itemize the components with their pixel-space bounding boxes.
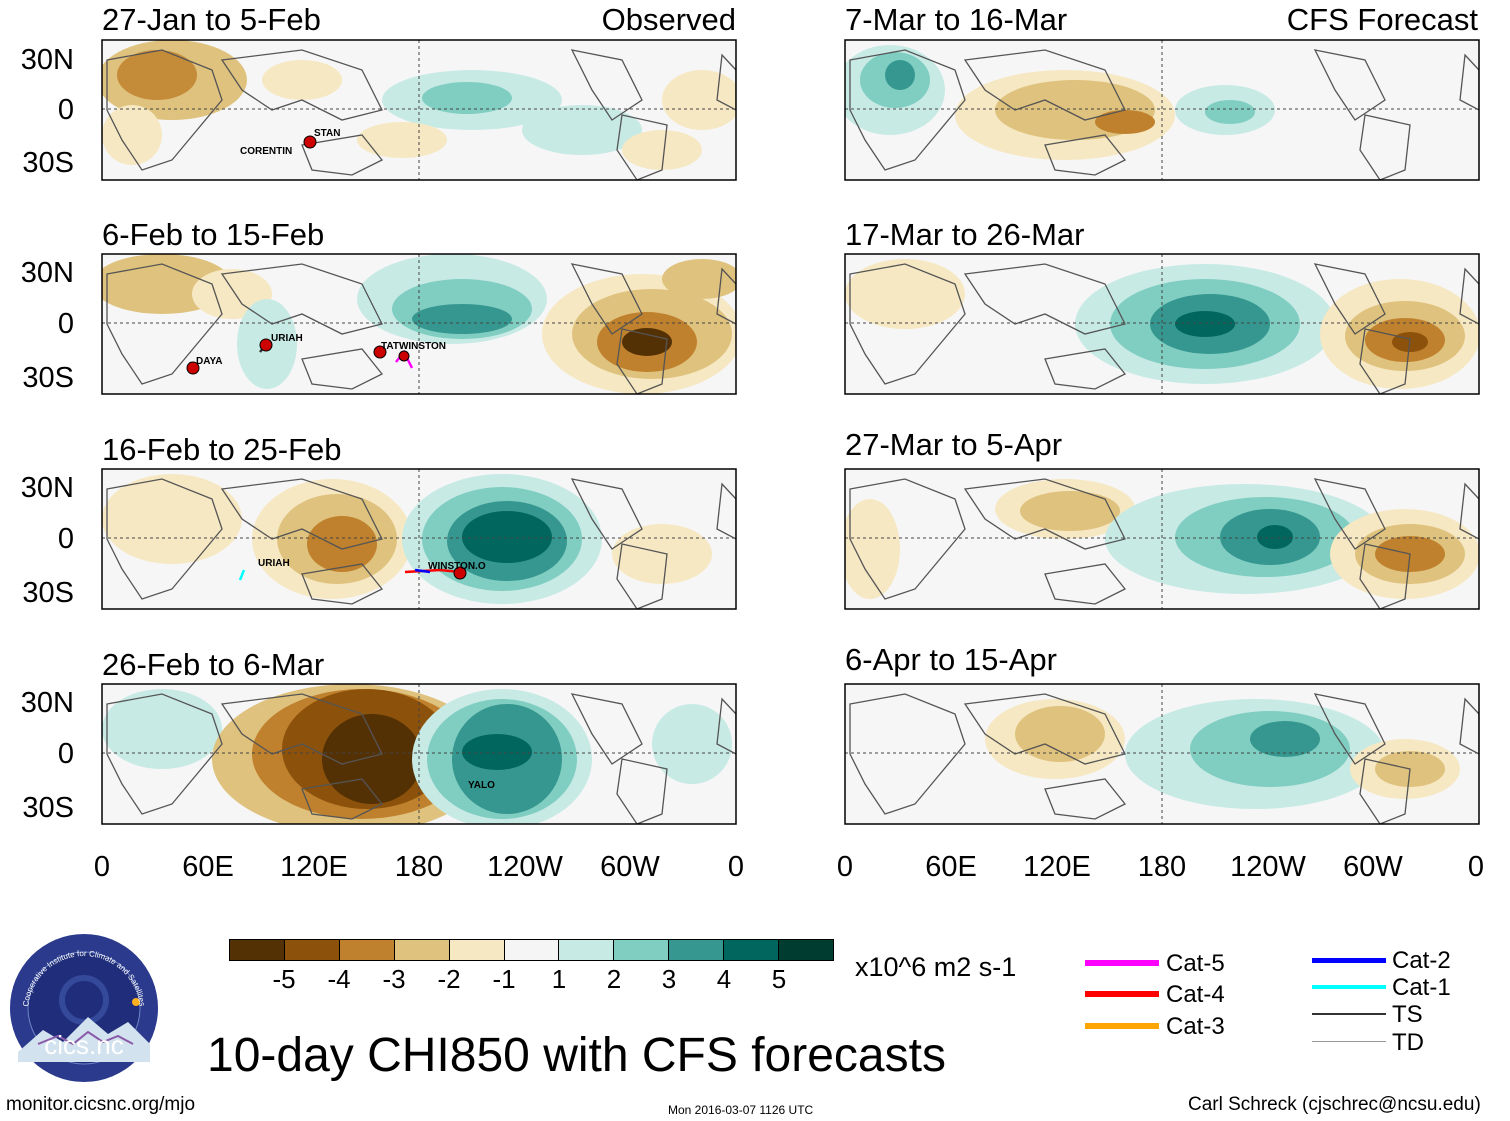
storm-label-uriah-late: URIAH — [258, 558, 290, 569]
storm-label-daya: DAYA — [196, 356, 223, 367]
legend-line-cat3 — [1085, 1023, 1159, 1029]
figure-title: 10-day CHI850 with CFS forecasts — [207, 1029, 946, 1082]
colorbar-swatch — [779, 940, 833, 960]
legend-label-ts: TS — [1392, 1001, 1423, 1028]
x-label-left-60w: 60W — [600, 851, 660, 883]
panel-title-observed-1: 27-Jan to 5-Feb — [102, 2, 321, 37]
colorbar-swatch — [230, 940, 285, 960]
legend-line-td — [1312, 1041, 1386, 1042]
legend-label-cat4: Cat-4 — [1166, 981, 1225, 1008]
footer-timestamp: Mon 2016-03-07 1126 UTC — [668, 1103, 814, 1117]
x-label-right-120w: 120W — [1230, 851, 1306, 883]
panel-title-observed-4: 26-Feb to 6-Mar — [102, 647, 325, 682]
colorbar-label: -4 — [327, 964, 351, 994]
storm-label-uriah-feb: URIAH — [271, 333, 303, 344]
x-label-left-60e: 60E — [182, 851, 234, 883]
map-panel-observed-4 — [102, 684, 736, 824]
colorbar-swatch — [669, 940, 725, 960]
y-label-0-row4: 0 — [57, 738, 74, 770]
map-panel-forecast-2 — [845, 254, 1479, 394]
y-label-0-row3: 0 — [57, 523, 74, 555]
panel-title-forecast-3: 27-Mar to 5-Apr — [845, 427, 1063, 462]
legend-label-td: TD — [1392, 1029, 1424, 1056]
x-label-right-60w: 60W — [1343, 851, 1403, 883]
colorbar-label: 2 — [606, 964, 622, 994]
legend-label-cat2: Cat-2 — [1392, 947, 1451, 974]
colorbar-swatch — [284, 940, 340, 960]
colorbar-swatch — [559, 940, 615, 960]
logo-name: cics.nc — [44, 1030, 123, 1060]
colorbar-label: 3 — [661, 964, 677, 994]
legend-label-cat5: Cat-5 — [1166, 950, 1225, 977]
storm-label-stan: STAN — [314, 128, 341, 139]
colorbar-label: 4 — [716, 964, 732, 994]
footer-author: Carl Schreck (cjschrec@ncsu.edu) — [1188, 1094, 1481, 1115]
panel-title-forecast-1: 7-Mar to 16-Mar — [845, 2, 1068, 37]
cics-logo: Cooperative Institute for Climate and Sa… — [10, 934, 158, 1082]
x-label-left-120w: 120W — [487, 851, 563, 883]
colorbar-swatch — [614, 940, 670, 960]
y-label-30n-row2: 30N — [20, 257, 74, 289]
colorbar-label: 1 — [551, 964, 567, 994]
map-panel-observed-3 — [102, 469, 736, 609]
y-label-0-row2: 0 — [57, 308, 74, 340]
legend-line-cat2 — [1312, 958, 1386, 963]
y-label-30s-row2: 30S — [22, 362, 74, 394]
y-label-30s-row4: 30S — [22, 792, 74, 824]
legend-line-cat1 — [1312, 985, 1386, 989]
observed-label: Observed — [601, 2, 736, 37]
colorbar-label: 5 — [771, 964, 787, 994]
y-label-30n-row4: 30N — [20, 687, 74, 719]
x-label-right-0-end: 0 — [1467, 851, 1485, 883]
colorbar-swatch — [724, 940, 780, 960]
legend-label-cat1: Cat-1 — [1392, 974, 1451, 1001]
colorbar-swatch — [394, 940, 450, 960]
storm-label-tat-winston: TATWINSTON — [381, 341, 446, 352]
legend-label-cat3: Cat-3 — [1166, 1013, 1225, 1040]
y-label-30n-row1: 30N — [20, 44, 74, 76]
y-label-30s-row3: 30S — [22, 577, 74, 609]
legend-line-cat5 — [1085, 960, 1159, 966]
colorbar-label: -1 — [492, 964, 516, 994]
x-label-left-0-end: 0 — [727, 851, 745, 883]
x-label-left-0: 0 — [93, 851, 111, 883]
panel-title-forecast-2: 17-Mar to 26-Mar — [845, 217, 1085, 252]
colorbar-units: x10^6 m2 s-1 — [855, 952, 1017, 982]
y-label-30n-row3: 30N — [20, 472, 74, 504]
colorbar-swatch — [449, 940, 505, 960]
map-panel-forecast-4 — [845, 684, 1479, 824]
map-panel-observed-2 — [102, 254, 736, 394]
map-panel-forecast-3 — [845, 469, 1479, 609]
map-panel-forecast-1 — [845, 40, 1479, 180]
colorbar-label: -2 — [437, 964, 461, 994]
colorbar-swatch — [339, 940, 395, 960]
x-label-left-120e: 120E — [280, 851, 348, 883]
x-label-right-0: 0 — [836, 851, 854, 883]
x-label-right-60e: 60E — [925, 851, 977, 883]
colorbar — [229, 939, 834, 961]
panel-title-observed-2: 6-Feb to 15-Feb — [102, 217, 325, 252]
y-label-0-row1: 0 — [57, 94, 74, 126]
colorbar-label: -3 — [382, 964, 406, 994]
colorbar-swatch — [504, 940, 560, 960]
storm-label-corentin: CORENTIN — [240, 146, 293, 157]
panel-title-forecast-4: 6-Apr to 15-Apr — [845, 642, 1057, 677]
y-label-30s-row1: 30S — [22, 147, 74, 179]
map-panel-observed-1 — [102, 40, 736, 180]
storm-label-yalo: YALO — [468, 780, 495, 791]
x-label-right-180: 180 — [1137, 851, 1187, 883]
legend-line-ts — [1312, 1013, 1386, 1015]
x-label-left-180: 180 — [394, 851, 444, 883]
footer-url[interactable]: monitor.cicsnc.org/mjo — [6, 1094, 196, 1115]
storm-label-winston-o: WINSTON.O — [428, 561, 486, 572]
legend-line-cat4 — [1085, 991, 1159, 997]
panel-title-observed-3: 16-Feb to 25-Feb — [102, 432, 342, 467]
x-label-right-120e: 120E — [1023, 851, 1091, 883]
forecast-label: CFS Forecast — [1286, 2, 1478, 37]
colorbar-label: -5 — [272, 964, 296, 994]
